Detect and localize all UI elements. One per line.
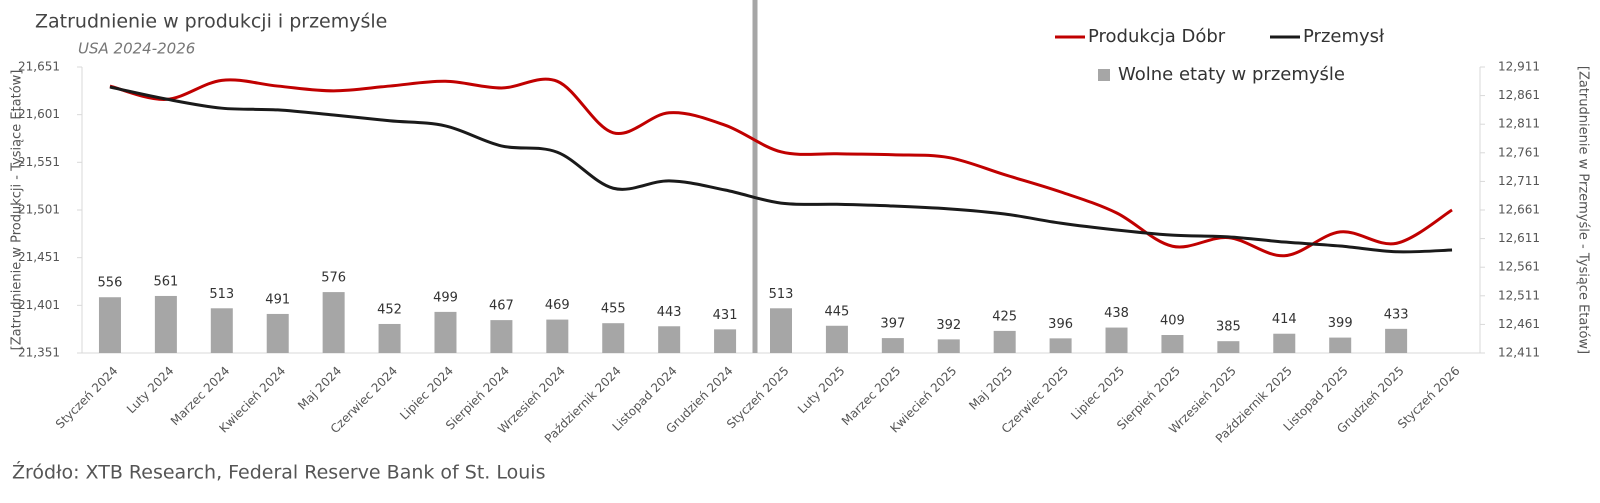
bar [881,338,904,353]
bar [714,329,737,353]
bar-value-label: 425 [992,309,1017,324]
bar-value-label: 556 [98,276,123,291]
line [109,85,1453,254]
bar-value-label: 397 [880,317,905,332]
bar [98,297,121,353]
bar-value-label: 443 [657,305,682,320]
y-tick-label: 21,401 [18,298,60,312]
bar [266,313,289,353]
y2-tick-label: 12,561 [1498,260,1540,274]
bar [1217,341,1240,353]
chart-title: Zatrudnienie w produkcji i przemyśle [35,11,387,33]
x-tick-label: Luty 2024 [124,364,177,417]
y2-tick-label: 12,461 [1498,317,1540,331]
bar-value-label: 385 [1216,320,1241,335]
legend-swatch [1098,69,1110,81]
bar [937,339,960,353]
bar-value-label: 491 [265,292,290,307]
source: Źródło: XTB Research, Federal Reserve Ba… [12,461,545,484]
bar-value-label: 513 [769,287,794,302]
y2-tick-label: 12,661 [1498,203,1540,217]
y-tick-label: 21,651 [18,60,60,74]
x-tick-label: Maj 2024 [295,364,344,413]
bar-value-label: 455 [601,302,626,317]
bar-value-label: 499 [433,290,458,305]
bar-value-label: 433 [1384,307,1409,322]
bar-value-label: 392 [936,318,961,333]
bar-value-label: 469 [545,298,570,313]
y-tick-label: 21,351 [18,346,60,360]
bar [1385,328,1408,353]
bar [825,325,848,353]
x-tick-label: Luty 2025 [795,364,848,417]
x-tick-label: Lipiec 2024 [397,364,456,423]
y-tick-label: 21,551 [18,155,60,169]
x-tick-label: Lipiec 2025 [1068,364,1127,423]
legend-label: Przemysł [1303,26,1385,47]
y2-tick-label: 12,611 [1498,231,1540,245]
bar [378,323,401,353]
x-tick-label: Styczeń 2024 [53,364,121,432]
bar-value-label: 445 [825,304,850,319]
bar-value-label: 561 [153,274,178,289]
chart-subtitle: USA 2024-2026 [78,40,195,58]
bar [1105,327,1128,353]
y2-tick-label: 12,861 [1498,88,1540,102]
bar-value-label: 409 [1160,314,1185,329]
bar [490,320,513,353]
bar-value-label: 399 [1328,316,1353,331]
bar-value-label: 438 [1104,306,1129,321]
y-tick-label: 21,451 [18,250,60,264]
bar [1161,335,1184,353]
y2-tick-label: 12,811 [1498,117,1540,131]
bar [546,319,569,353]
y2-tick-label: 12,511 [1498,288,1540,302]
bar [1049,338,1072,353]
y2-tick-label: 12,761 [1498,145,1540,159]
legend-label: Wolne etaty w przemyśle [1118,64,1345,85]
y-axis-title: [Zatrudnienie w Produkcji - Tysiące Etat… [10,70,25,351]
legend-label: Produkcja Dóbr [1088,26,1226,47]
bar [770,308,792,353]
bar-value-label: 452 [377,302,402,317]
bar-value-label: 396 [1048,317,1073,332]
bar [154,295,177,353]
line [109,77,1453,258]
bar [602,323,625,353]
bar [1329,337,1352,353]
y-tick-label: 21,501 [18,203,60,217]
y2-tick-label: 12,911 [1498,60,1540,74]
bar [658,326,681,353]
y2-tick-label: 12,711 [1498,174,1540,188]
bar-value-label: 414 [1272,312,1297,327]
bar [210,308,233,353]
y2-tick-label: 12,411 [1498,346,1540,360]
bar [434,311,457,353]
y-tick-label: 21,601 [18,107,60,121]
x-tick-label: Maj 2025 [966,364,1015,413]
bar-value-label: 467 [489,299,514,314]
bar [322,292,345,353]
bar-value-label: 431 [713,308,738,323]
bar-value-label: 513 [209,287,234,302]
bar [993,330,1016,353]
bar-value-label: 576 [321,271,346,286]
y2-axis-title: [Zatrudnienie w Przemyśle - Tysiące Etat… [1576,66,1591,354]
bar [1273,333,1296,353]
